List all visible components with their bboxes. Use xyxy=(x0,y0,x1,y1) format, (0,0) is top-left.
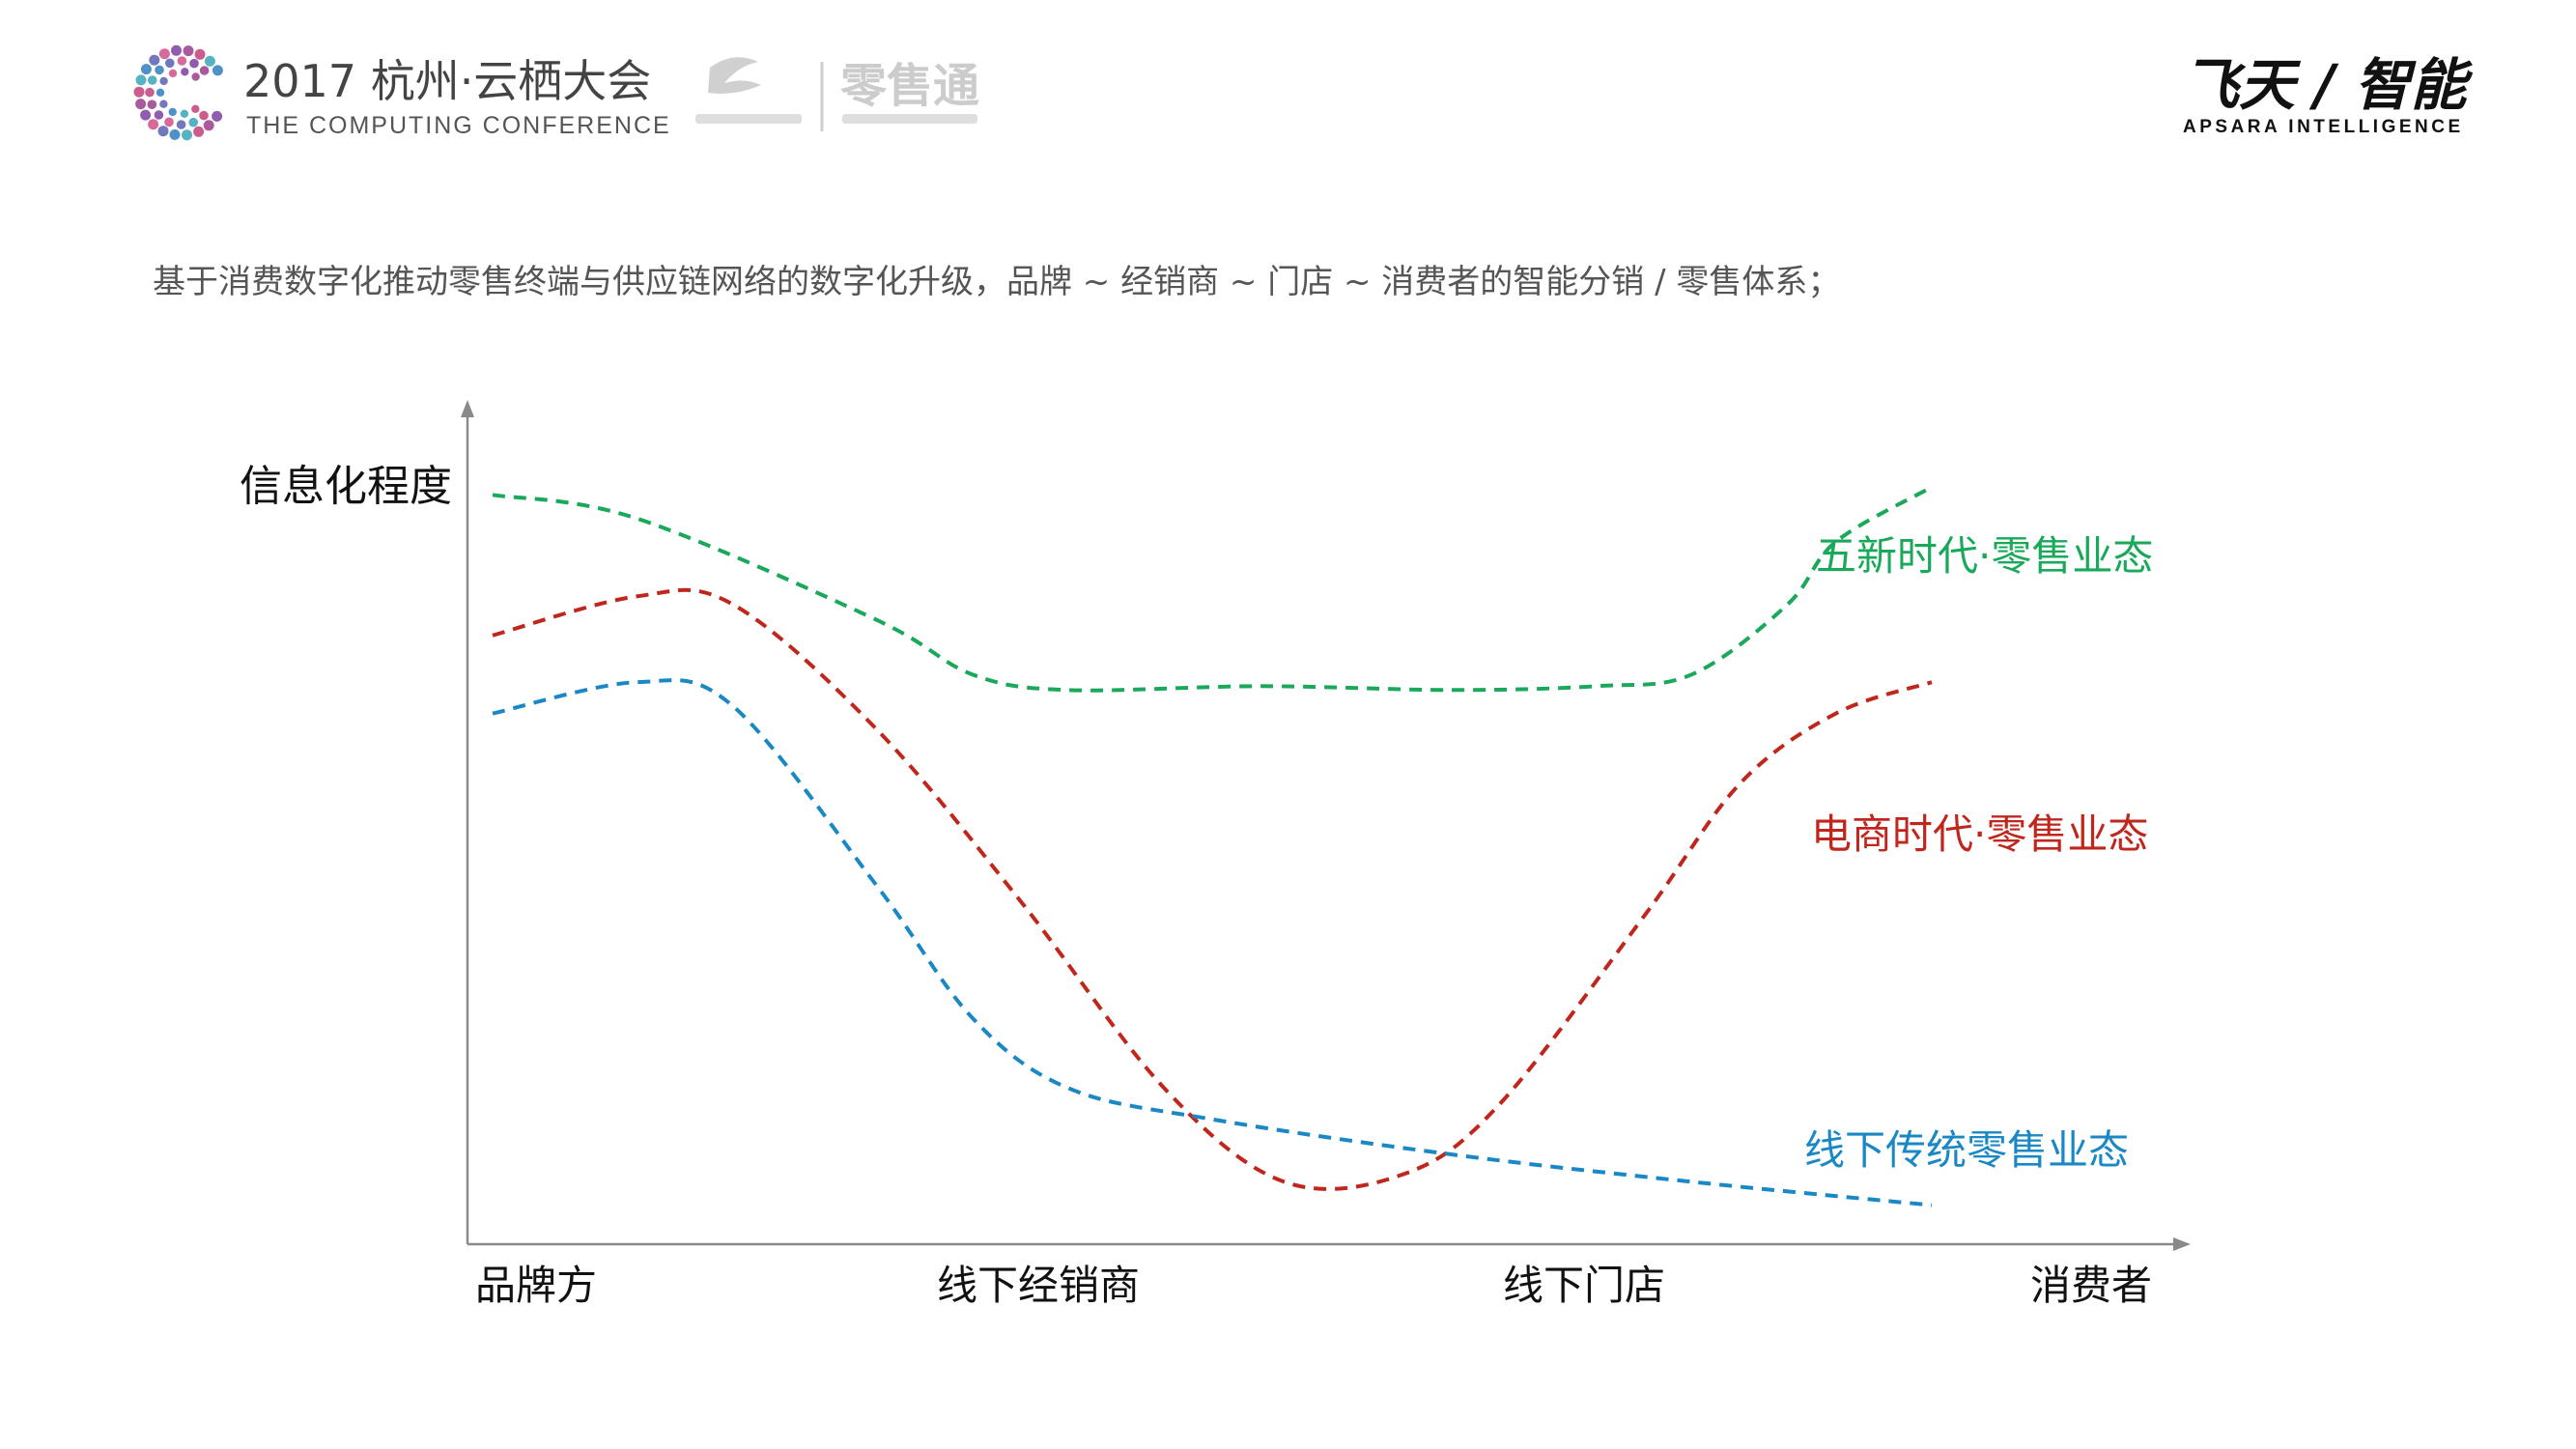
y-axis-label: 信息化程度 xyxy=(240,462,452,511)
partner-logo-tagline xyxy=(842,114,977,124)
partner-logo: 零售通 xyxy=(695,57,979,131)
conference-logo: 2017 杭州·云栖大会 THE COMPUTING CONFERENCE xyxy=(133,44,671,141)
series-lines xyxy=(492,485,1933,1208)
brand-logo-en: APSARA INTELLIGENCE xyxy=(2183,117,2464,137)
series-line xyxy=(492,485,1933,693)
series-line xyxy=(492,587,1933,1191)
logo-dot xyxy=(181,68,189,76)
logo-dot xyxy=(168,69,178,78)
logo-dot xyxy=(154,110,164,120)
y-axis xyxy=(461,400,474,1244)
logo-dot xyxy=(199,66,210,75)
logo-dot xyxy=(164,117,174,128)
logo-dot xyxy=(194,48,206,60)
series-label: 线下传统零售业态 xyxy=(1804,1126,2129,1174)
logo-dot xyxy=(177,56,187,66)
logo-dot xyxy=(157,126,169,137)
logo-dot xyxy=(204,55,215,67)
logo-dot xyxy=(165,58,175,69)
conference-logo-icon xyxy=(133,44,223,141)
brand-logo: 飞天 / 智能 APSARA INTELLIGENCE xyxy=(2183,52,2474,137)
logo-dot xyxy=(212,110,223,122)
conference-subtitle: THE COMPUTING CONFERENCE xyxy=(246,112,671,139)
x-category-label: 品牌方 xyxy=(475,1262,597,1309)
logo-dot xyxy=(156,88,165,98)
x-category-label: 线下门店 xyxy=(1503,1262,1665,1309)
chart: 信息化程度 品牌方 线下经销商 线下门店 消费者 五新时代·零售业态电商时代·零售业态… xyxy=(240,400,2191,1309)
logo-dot xyxy=(155,65,164,75)
logo-dot xyxy=(135,74,147,86)
x-category-label: 消费者 xyxy=(2030,1262,2152,1309)
x-axis-arrow-icon xyxy=(2173,1237,2191,1251)
logo-dot xyxy=(148,119,159,130)
logo-dot xyxy=(145,87,155,98)
series-label: 电商时代·零售业态 xyxy=(1811,810,2148,858)
logo-dot xyxy=(140,64,152,75)
logo-dot xyxy=(212,65,223,76)
slide-subtitle: 基于消费数字化推动零售终端与供应链网络的数字化升级，品牌 ~ 经销商 ~ 门店 … xyxy=(153,263,1840,301)
logo-dot xyxy=(135,99,147,110)
logo-dot xyxy=(159,76,168,86)
logo-dot xyxy=(188,117,198,128)
logo-dot xyxy=(158,48,170,60)
partner-logo-text: 零售通 xyxy=(840,59,979,113)
logo-dot xyxy=(182,129,192,141)
logo-dot xyxy=(183,45,194,57)
logo-dot xyxy=(203,120,214,131)
x-category-labels: 品牌方 线下经销商 线下门店 消费者 xyxy=(475,1262,2152,1309)
logo-dot xyxy=(176,120,186,129)
conference-title: 2017 杭州·云栖大会 xyxy=(243,55,651,107)
logo-dot xyxy=(191,72,200,81)
logo-dot xyxy=(199,110,209,121)
logo-dot xyxy=(159,99,168,108)
logo-dot xyxy=(189,58,199,69)
logo-dot xyxy=(171,44,182,56)
logo-dot xyxy=(133,86,145,98)
y-axis-arrow-icon xyxy=(461,400,474,417)
logo-dot xyxy=(180,109,189,119)
brand-logo-cn: 飞天 / 智能 xyxy=(2183,52,2474,118)
logo-dot xyxy=(193,126,205,137)
x-category-label: 线下经销商 xyxy=(937,1262,1140,1309)
logo-dot xyxy=(168,107,177,117)
logo-dot xyxy=(149,54,160,66)
series-label: 五新时代·零售业态 xyxy=(1816,532,2153,580)
partner-logo-icon xyxy=(695,57,802,124)
logo-dot xyxy=(169,128,181,140)
logo-dot xyxy=(140,109,152,121)
logo-dot xyxy=(147,75,157,85)
logo-dot xyxy=(147,99,157,109)
x-axis xyxy=(467,1237,2191,1251)
logo-dot xyxy=(191,104,200,114)
series-line xyxy=(492,678,1933,1208)
